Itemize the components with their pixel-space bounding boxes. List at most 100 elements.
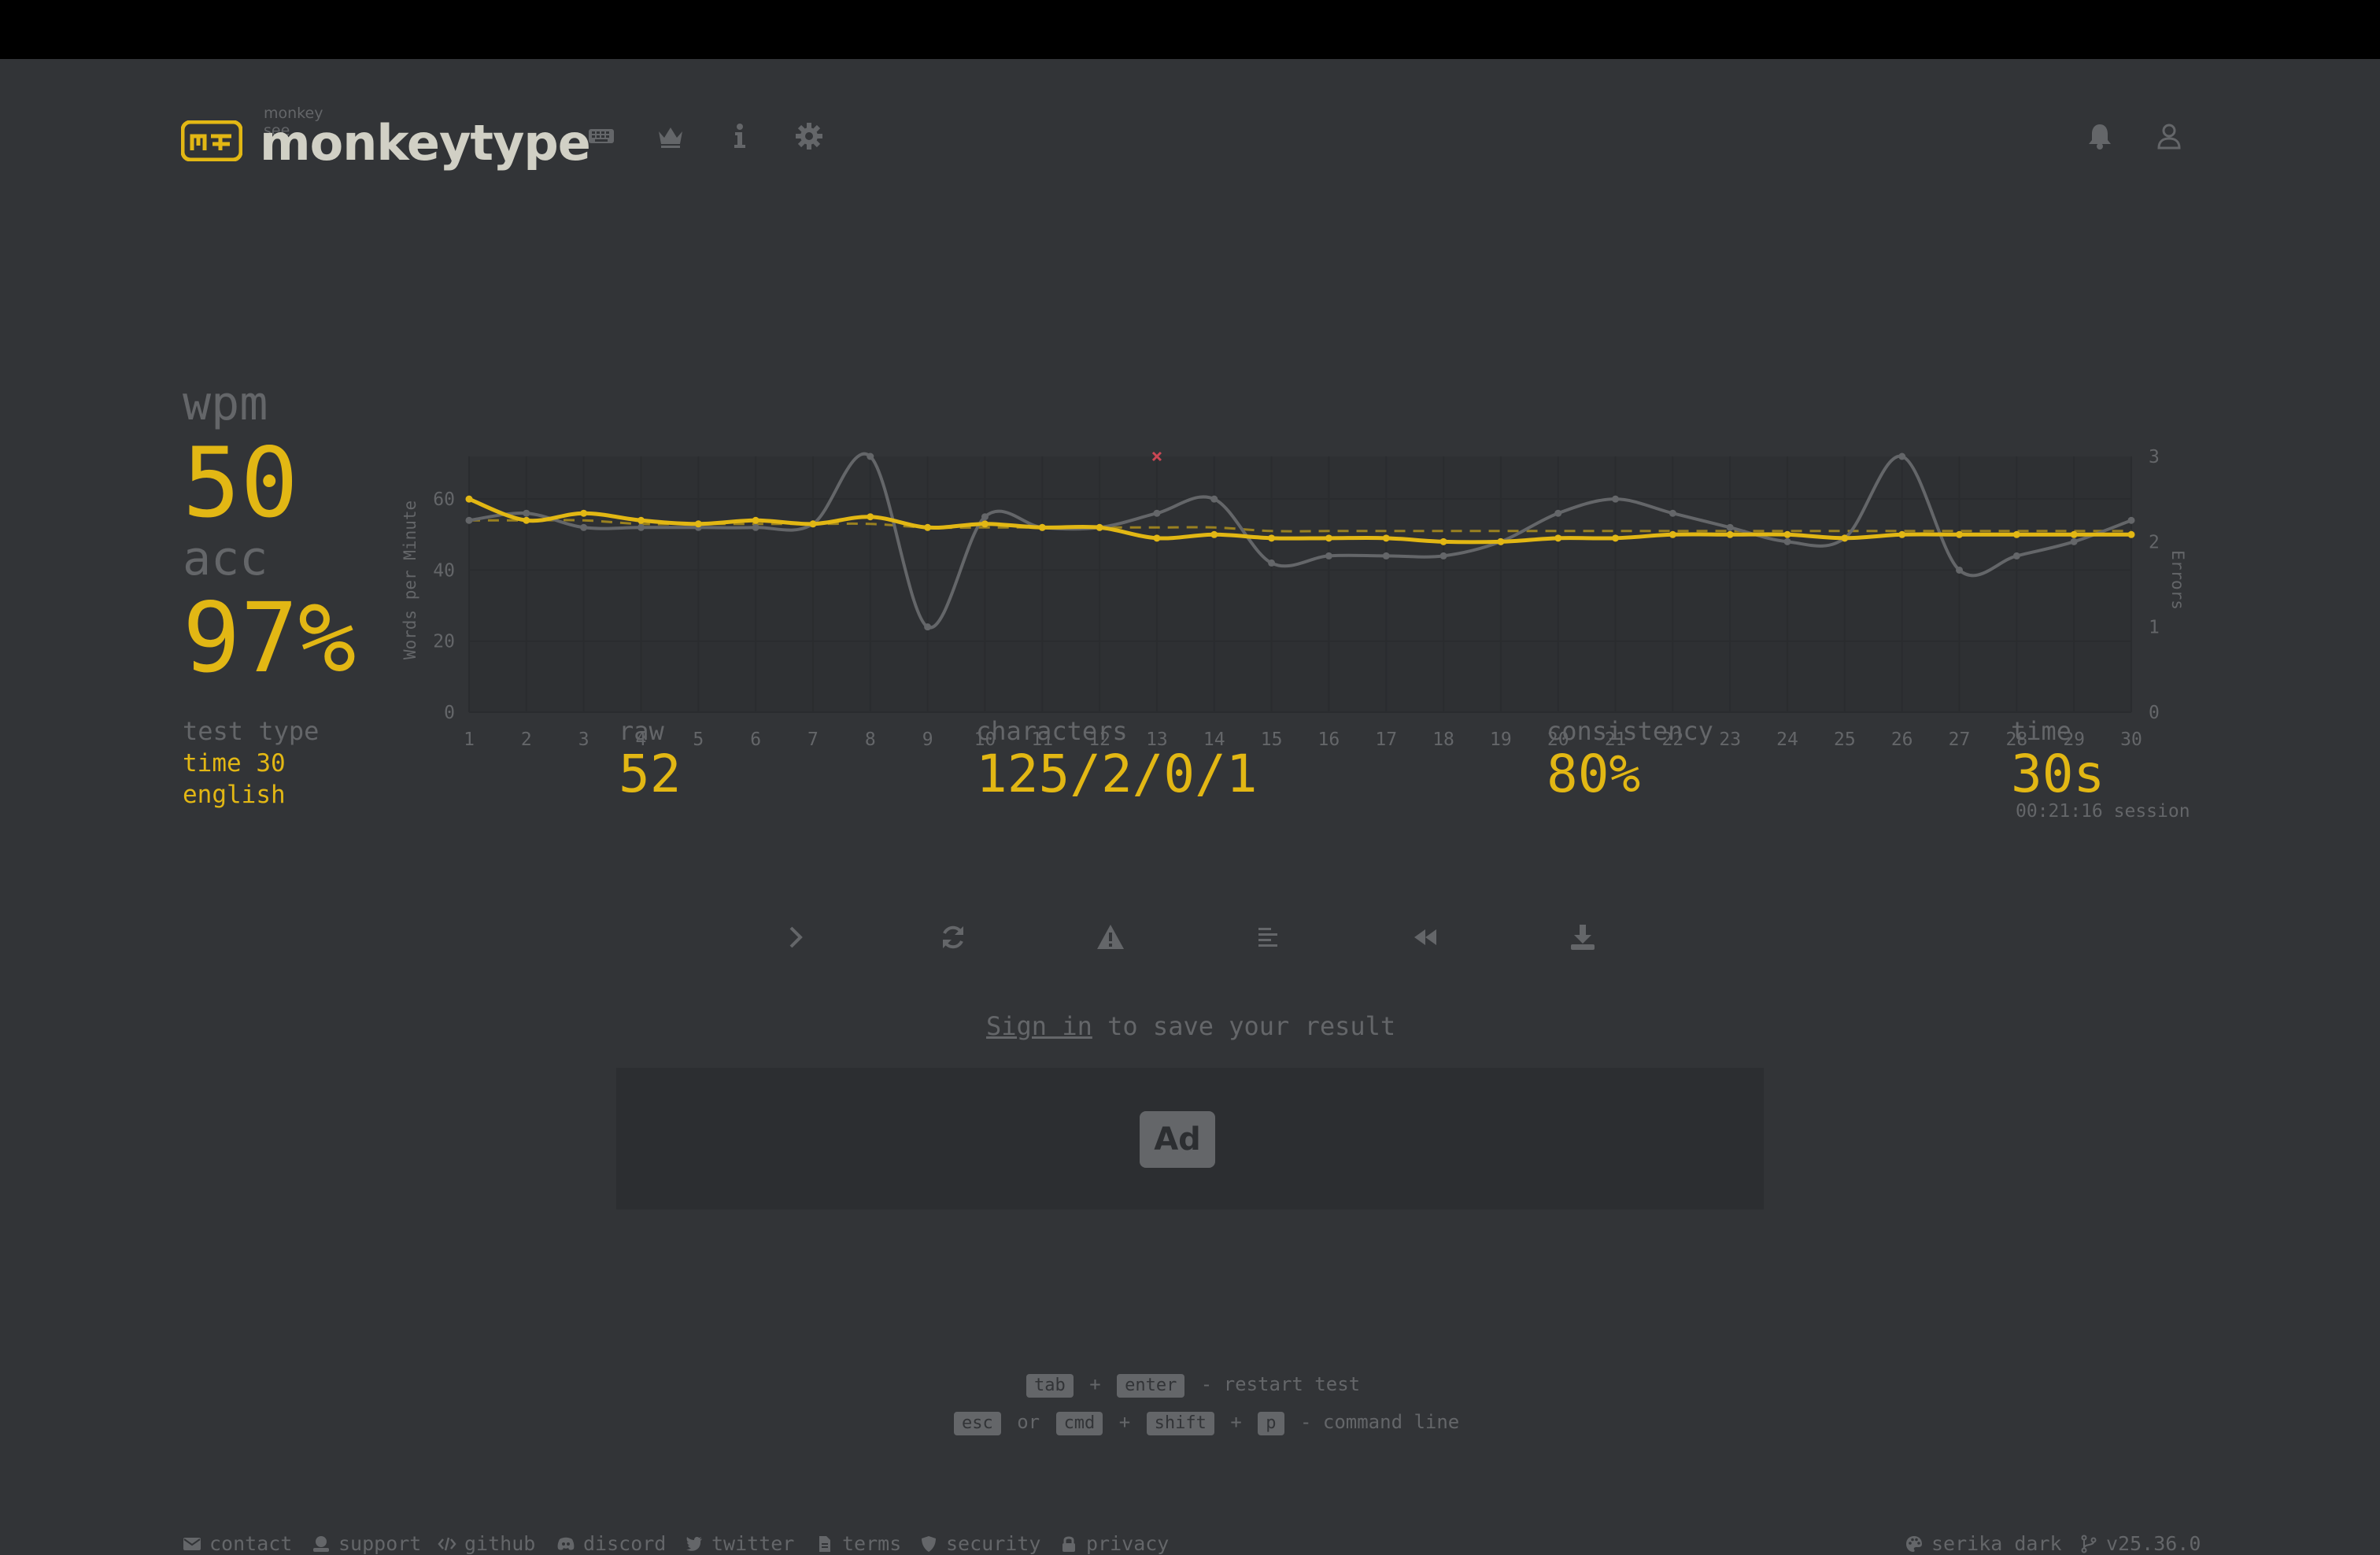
data-point-raw[interactable] (1382, 552, 1390, 560)
replay-button[interactable] (1403, 915, 1447, 959)
data-point-wpm[interactable] (752, 516, 759, 524)
user-icon[interactable] (2153, 120, 2185, 152)
footer-support[interactable]: support (312, 1532, 421, 1555)
report-button[interactable] (1088, 915, 1133, 959)
data-point-wpm[interactable] (2070, 530, 2078, 538)
signin-text: to save your result (1092, 1011, 1396, 1041)
data-point-wpm[interactable] (924, 523, 932, 531)
wpm-value[interactable]: 50 (183, 427, 298, 539)
data-point-raw[interactable] (1669, 509, 1676, 517)
signin-link[interactable]: Sign in (986, 1011, 1092, 1041)
data-point-wpm[interactable] (1956, 530, 1964, 538)
data-point-raw[interactable] (924, 623, 932, 631)
x-tick-label: 30 (2120, 729, 2142, 750)
data-point-wpm[interactable] (1554, 534, 1562, 542)
data-point-raw[interactable] (867, 452, 874, 460)
footer-privacy-label: privacy (1086, 1532, 1170, 1555)
data-point-wpm[interactable] (580, 509, 588, 517)
data-point-raw[interactable] (1956, 566, 1964, 574)
data-point-wpm[interactable] (1210, 530, 1218, 538)
info-icon[interactable] (724, 120, 756, 152)
data-point-raw[interactable] (981, 513, 989, 521)
data-point-raw[interactable] (1268, 559, 1276, 567)
data-point-wpm[interactable] (1153, 534, 1161, 542)
data-point-raw[interactable] (1554, 509, 1562, 517)
time-label: time (2011, 716, 2072, 746)
data-point-wpm[interactable] (1038, 523, 1046, 531)
footer-theme[interactable]: serika dark (1905, 1532, 2062, 1555)
data-point-wpm[interactable] (809, 520, 817, 528)
footer-version[interactable]: v25.36.0 (2079, 1532, 2201, 1555)
data-point-raw[interactable] (2070, 537, 2078, 545)
data-point-wpm[interactable] (1612, 534, 1620, 542)
data-point-wpm[interactable] (2127, 530, 2135, 538)
data-point-wpm[interactable] (867, 513, 874, 521)
data-point-wpm[interactable] (1783, 530, 1791, 538)
raw-value[interactable]: 52 (619, 744, 682, 804)
data-point-raw[interactable] (465, 516, 473, 524)
error-marker[interactable] (1151, 451, 1162, 462)
data-point-raw[interactable] (1153, 509, 1161, 517)
save-screenshot-button[interactable] (1561, 915, 1605, 959)
characters-value[interactable]: 125/2/0/1 (976, 744, 1258, 804)
test-mode: time 30 (183, 749, 286, 778)
next-test-button[interactable] (774, 915, 818, 959)
chart-plot-area: Words per Minute Errors 1 2 3 4 5 6 7 8 9 10 11 12 1… (401, 447, 2187, 750)
data-point-raw[interactable] (1898, 452, 1906, 460)
ad-badge[interactable]: Ad (1140, 1111, 1215, 1168)
data-point-raw[interactable] (580, 523, 588, 531)
data-point-wpm[interactable] (1898, 530, 1906, 538)
restart-button[interactable] (931, 915, 975, 959)
crown-icon[interactable] (655, 120, 686, 152)
time-value[interactable]: 30s (2011, 744, 2105, 804)
footer-twitter[interactable]: twitter (685, 1532, 794, 1555)
acc-value[interactable]: 97% (183, 582, 357, 694)
data-point-wpm[interactable] (1096, 523, 1103, 531)
footer-terms[interactable]: terms (815, 1532, 901, 1555)
data-point-raw[interactable] (1439, 552, 1447, 560)
data-point-raw[interactable] (1783, 537, 1791, 545)
data-point-raw[interactable] (2127, 516, 2135, 524)
words-history-button[interactable] (1246, 915, 1290, 959)
data-point-wpm[interactable] (1382, 534, 1390, 542)
data-point-raw[interactable] (637, 523, 645, 531)
palette-icon (1906, 1535, 1922, 1552)
keyboard-icon[interactable] (586, 120, 617, 152)
data-point-raw[interactable] (523, 509, 530, 517)
data-point-wpm[interactable] (981, 520, 989, 528)
footer-privacy[interactable]: privacy (1059, 1532, 1169, 1555)
data-point-wpm[interactable] (1841, 534, 1849, 542)
x-tick-label: 27 (1949, 729, 1971, 750)
wpm-chart[interactable]: Words per Minute Errors 1 2 3 4 5 6 7 8 9 10 11 12 1… (386, 429, 2204, 767)
data-point-wpm[interactable] (465, 495, 473, 503)
data-point-raw[interactable] (1325, 552, 1332, 560)
data-point-wpm[interactable] (694, 520, 702, 528)
footer-github[interactable]: github (438, 1532, 535, 1555)
data-point-raw[interactable] (752, 523, 759, 531)
data-point-wpm[interactable] (523, 516, 530, 524)
data-point-raw[interactable] (1612, 495, 1620, 503)
data-point-wpm[interactable] (2012, 530, 2020, 538)
data-point-wpm[interactable] (1268, 534, 1276, 542)
logo-tagline: monkey see (264, 105, 323, 139)
x-tick-label: 14 (1203, 729, 1225, 750)
footer-security[interactable]: security (919, 1532, 1040, 1555)
data-point-wpm[interactable] (1669, 530, 1676, 538)
bell-icon[interactable] (2084, 120, 2116, 152)
data-point-wpm[interactable] (1325, 534, 1332, 542)
data-point-raw[interactable] (1210, 495, 1218, 503)
footer-contact[interactable]: contact (183, 1532, 292, 1555)
data-point-wpm[interactable] (1497, 537, 1505, 545)
warning-icon (1097, 925, 1124, 949)
footer-discord[interactable]: discord (556, 1532, 666, 1555)
data-point-wpm[interactable] (1726, 530, 1734, 538)
data-point-raw[interactable] (2012, 552, 2020, 560)
twitter-icon (686, 1536, 702, 1551)
data-point-wpm[interactable] (637, 516, 645, 524)
x-tick-label: 10 (974, 729, 996, 750)
discord-icon (557, 1537, 575, 1550)
consistency-value[interactable]: 80% (1547, 744, 1641, 804)
data-point-raw[interactable] (1726, 523, 1734, 531)
data-point-wpm[interactable] (1439, 537, 1447, 545)
gear-icon[interactable] (793, 120, 825, 152)
